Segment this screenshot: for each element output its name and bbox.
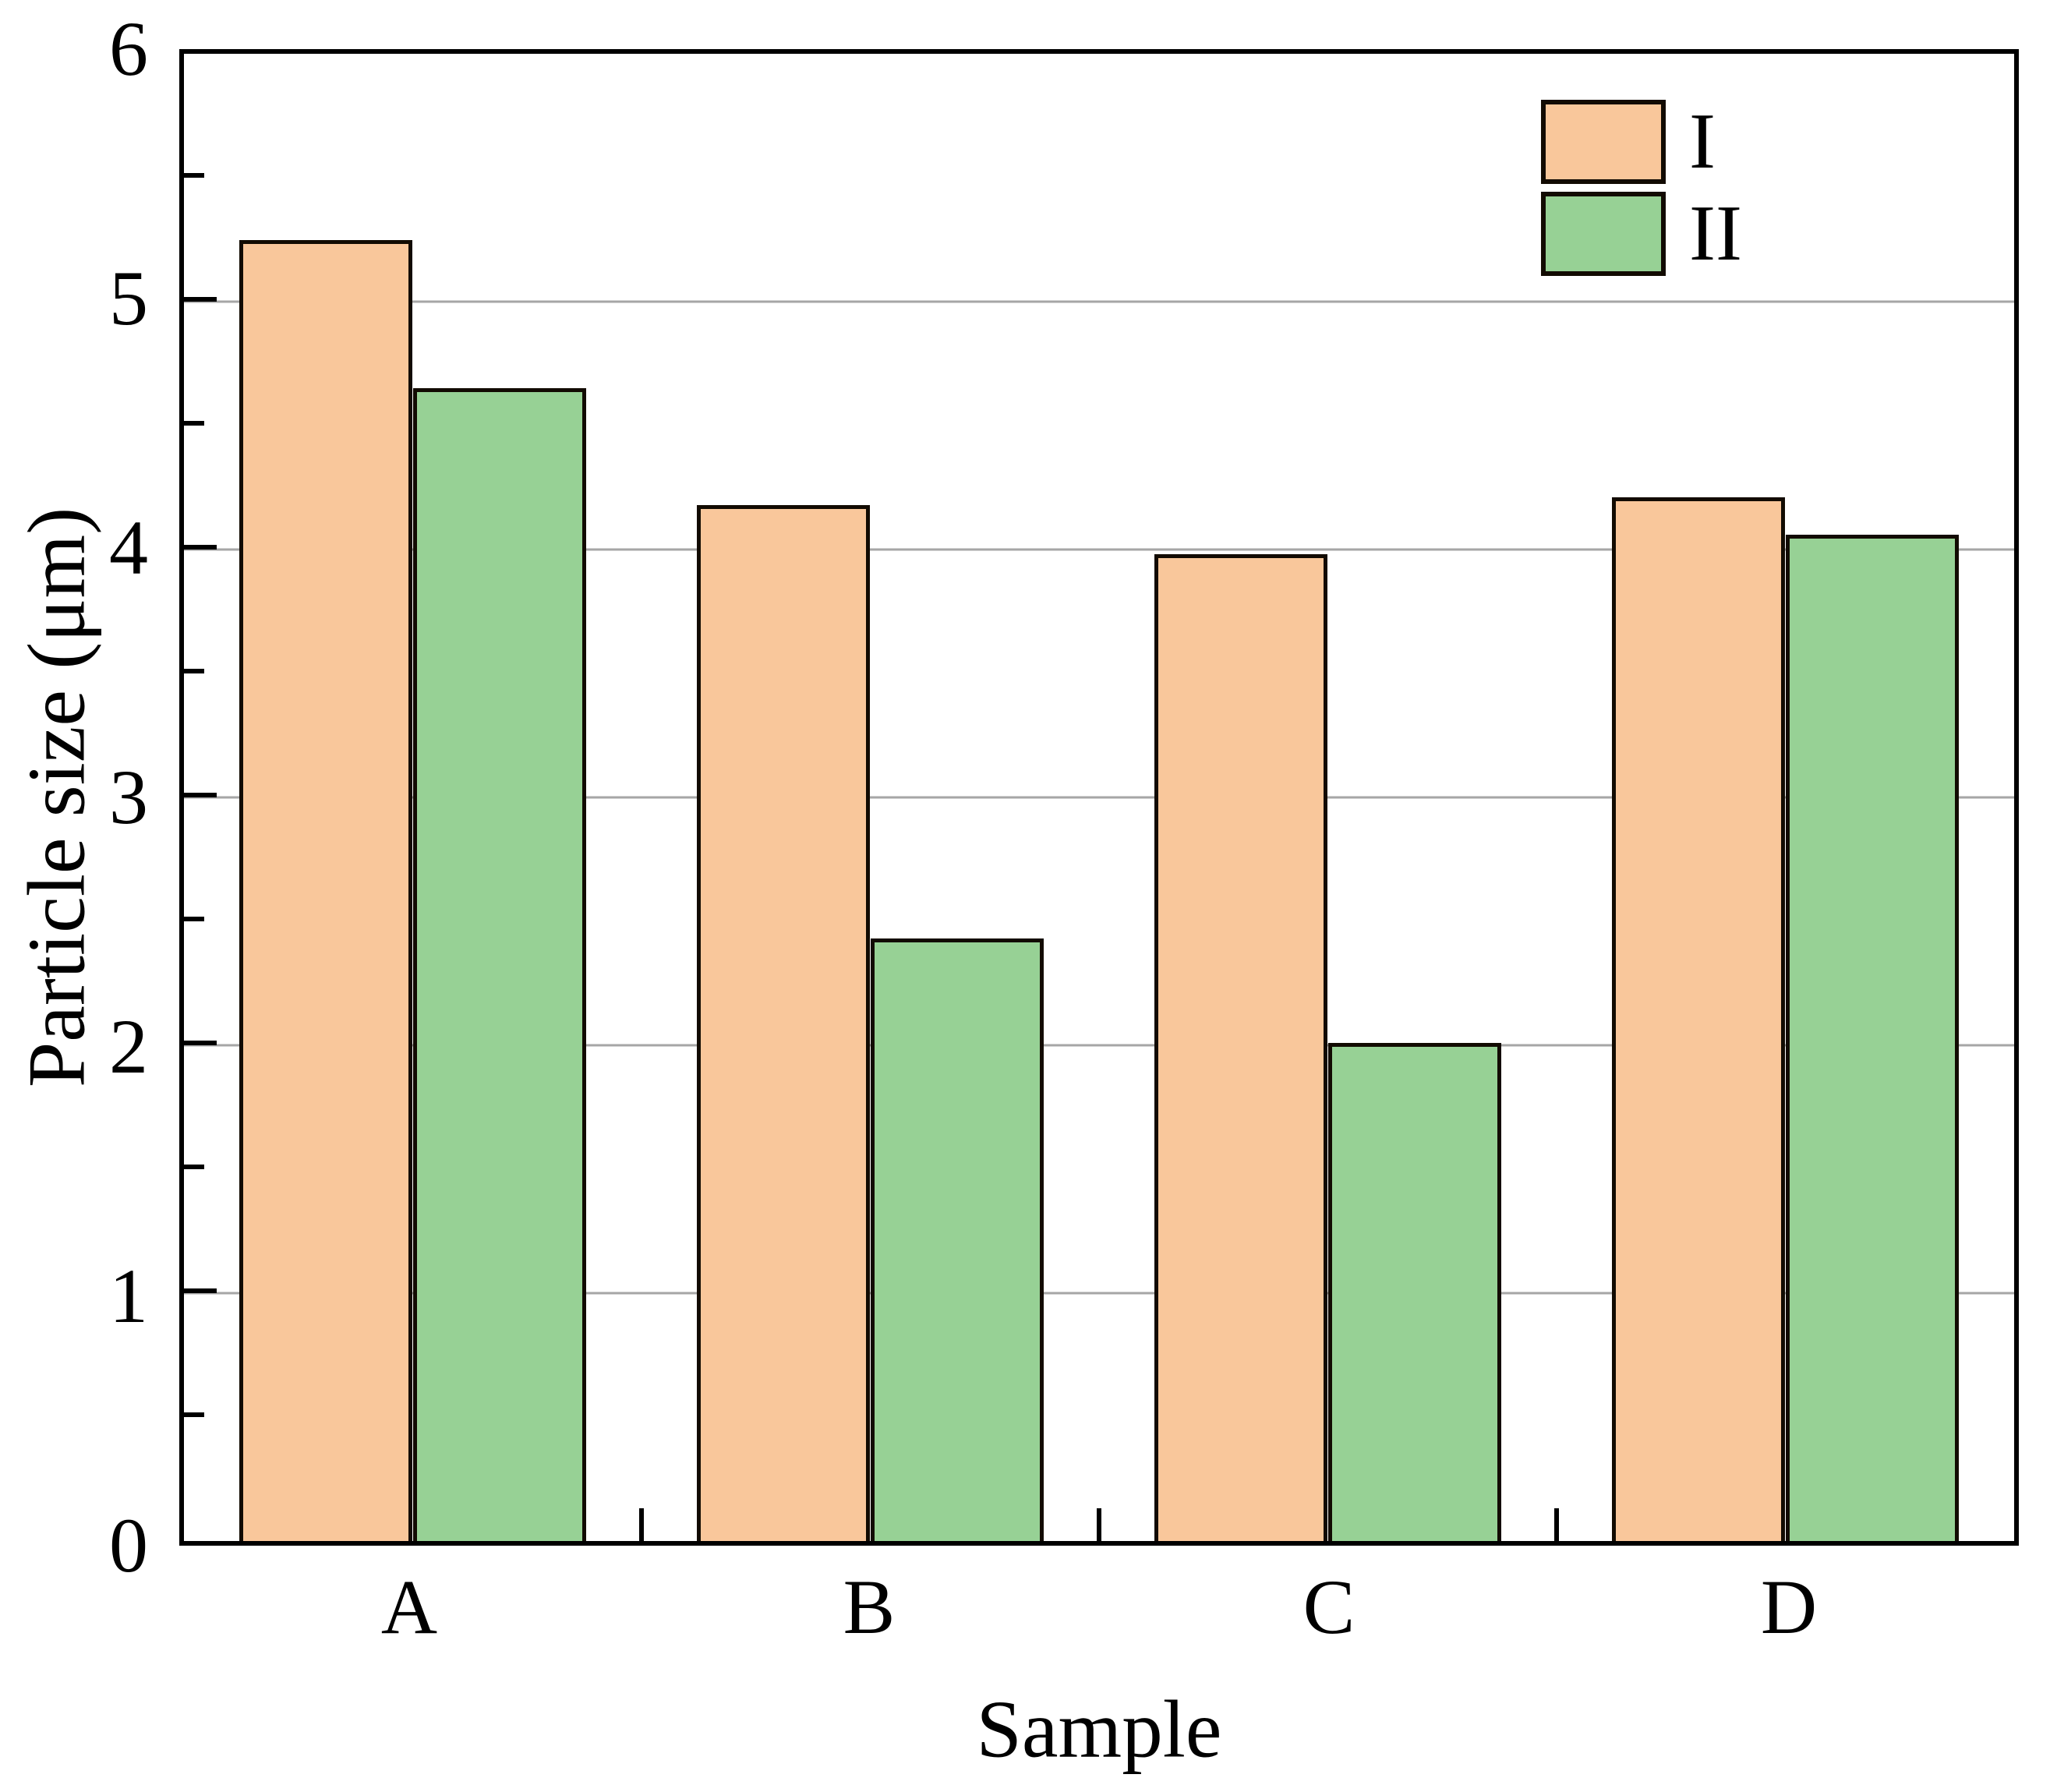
x-category-label-A: A <box>380 1564 438 1650</box>
y-tick-label-1: 1 <box>109 1253 148 1339</box>
plot-area <box>179 49 2019 1546</box>
bar-C-II <box>1327 1042 1502 1541</box>
x-boundary-tick-3 <box>1554 1508 1559 1541</box>
bar-D-II <box>1785 534 1960 1541</box>
y-tick-label-2: 2 <box>109 1003 148 1090</box>
legend-item-I: I <box>1541 100 1742 184</box>
bar-A-II <box>412 388 587 1541</box>
y-tick-label-0: 0 <box>109 1502 148 1589</box>
gridline-y-1 <box>184 1292 2014 1295</box>
y-minor-tick-3.5 <box>184 669 204 673</box>
y-minor-tick-4.5 <box>184 421 204 426</box>
legend-swatch-II <box>1541 192 1666 276</box>
y-tick-4 <box>184 545 217 550</box>
x-category-label-B: B <box>843 1564 896 1650</box>
y-tick-5 <box>184 297 217 302</box>
bar-B-I <box>696 504 871 1541</box>
legend-label-II: II <box>1689 189 1742 277</box>
bar-D-I <box>1611 497 1786 1541</box>
y-minor-tick-5.5 <box>184 173 204 178</box>
y-minor-tick-2.5 <box>184 917 204 921</box>
y-tick-label-6: 6 <box>109 5 148 92</box>
bar-A-I <box>239 239 413 1541</box>
y-minor-tick-0.5 <box>184 1412 204 1418</box>
y-tick-label-3: 3 <box>109 754 148 840</box>
gridline-y-3 <box>184 796 2014 799</box>
bar-C-I <box>1154 554 1328 1541</box>
gridline-y-2 <box>184 1044 2014 1047</box>
legend-label-I: I <box>1689 97 1716 186</box>
y-tick-3 <box>184 793 217 797</box>
gridline-y-5 <box>184 300 2014 303</box>
y-tick-2 <box>184 1041 217 1046</box>
gridline-y-4 <box>184 548 2014 551</box>
x-boundary-tick-2 <box>1097 1508 1101 1541</box>
y-minor-tick-1.5 <box>184 1165 204 1169</box>
legend-item-II: II <box>1541 192 1742 276</box>
x-category-label-D: D <box>1760 1564 1818 1650</box>
x-axis-title: Sample <box>976 1683 1222 1775</box>
legend: I II <box>1541 100 1742 276</box>
y-tick-1 <box>184 1288 217 1294</box>
x-category-label-C: C <box>1302 1564 1355 1650</box>
legend-swatch-I <box>1541 100 1666 184</box>
y-tick-label-4: 4 <box>109 504 148 591</box>
x-boundary-tick-1 <box>639 1508 644 1541</box>
y-tick-label-5: 5 <box>109 255 148 341</box>
bar-B-II <box>870 938 1044 1541</box>
